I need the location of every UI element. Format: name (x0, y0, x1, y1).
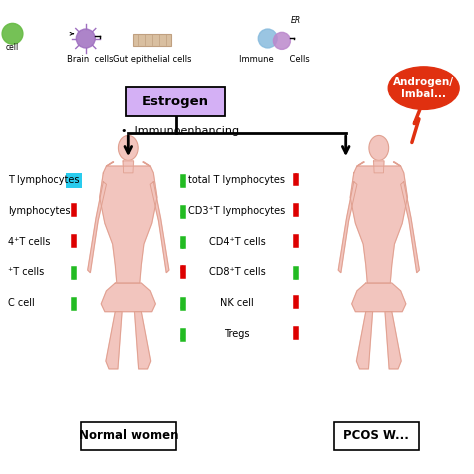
Text: CD3⁺T lymphocytes: CD3⁺T lymphocytes (188, 206, 286, 216)
Circle shape (258, 29, 277, 48)
Polygon shape (401, 182, 419, 273)
Text: Immune      Cells: Immune Cells (239, 55, 310, 64)
Circle shape (76, 29, 95, 48)
FancyBboxPatch shape (334, 422, 419, 450)
Text: 4⁺T cells: 4⁺T cells (8, 237, 50, 247)
Text: Normal women: Normal women (79, 429, 178, 442)
Text: Tregs: Tregs (224, 329, 250, 339)
FancyBboxPatch shape (126, 87, 225, 117)
Polygon shape (338, 182, 357, 273)
Polygon shape (135, 312, 151, 369)
Text: Androgen/
Imbal...: Androgen/ Imbal... (393, 77, 454, 99)
Polygon shape (356, 312, 373, 369)
Circle shape (2, 23, 23, 44)
Text: T lymphocytes: T lymphocytes (8, 175, 79, 185)
Polygon shape (350, 162, 407, 283)
Polygon shape (133, 34, 171, 46)
Text: ER: ER (291, 16, 301, 25)
Text: PCOS W...: PCOS W... (344, 429, 410, 442)
FancyBboxPatch shape (66, 173, 82, 188)
FancyBboxPatch shape (81, 422, 175, 450)
Text: CD4⁺T cells: CD4⁺T cells (209, 237, 265, 247)
Polygon shape (374, 161, 384, 173)
Text: Gut epithelial cells: Gut epithelial cells (113, 55, 191, 64)
Polygon shape (385, 312, 401, 369)
Polygon shape (101, 283, 155, 312)
Text: Estrogen: Estrogen (142, 95, 209, 109)
Polygon shape (123, 161, 134, 173)
Text: •  Immunoenhancing: • Immunoenhancing (121, 126, 239, 136)
Polygon shape (150, 182, 169, 273)
Polygon shape (88, 182, 107, 273)
Ellipse shape (369, 136, 389, 160)
Text: ⁺T cells: ⁺T cells (8, 267, 44, 277)
Polygon shape (106, 312, 122, 369)
Text: total T lymphocytes: total T lymphocytes (189, 175, 285, 185)
Polygon shape (352, 283, 406, 312)
Ellipse shape (118, 136, 138, 160)
Polygon shape (100, 162, 157, 283)
Text: Brain  cells: Brain cells (67, 55, 114, 64)
Text: lymphocytes: lymphocytes (8, 206, 70, 216)
Text: C cell: C cell (8, 298, 35, 308)
Circle shape (273, 32, 291, 49)
Text: CD8⁺T cells: CD8⁺T cells (209, 267, 265, 277)
Text: cell: cell (6, 43, 19, 52)
Text: NK cell: NK cell (220, 298, 254, 308)
Ellipse shape (388, 67, 459, 109)
